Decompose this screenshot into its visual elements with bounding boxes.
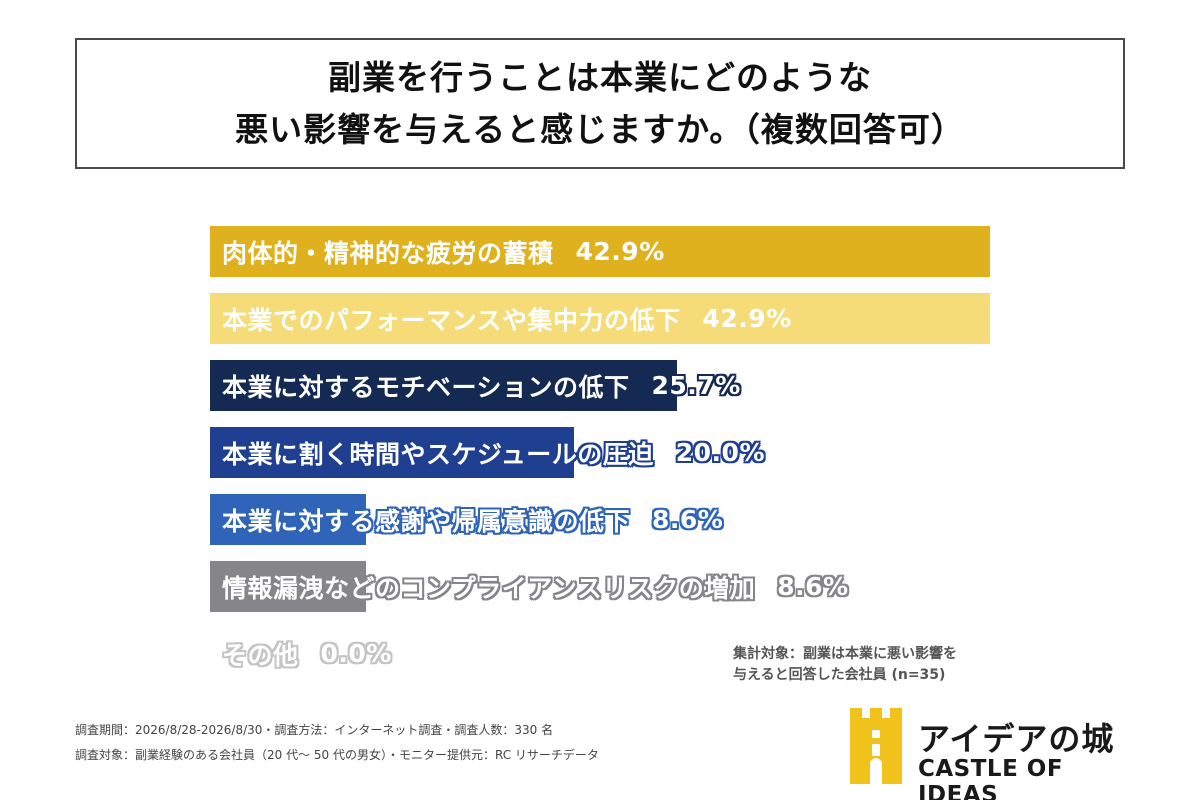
logo-japanese-name: アイデアの城 — [918, 720, 1115, 758]
bar-row: 本業でのパフォーマンスや集中力の低下 42.9% — [210, 293, 990, 344]
bar — [210, 226, 990, 277]
bar — [210, 494, 367, 545]
value-label: 8.6% — [652, 505, 724, 534]
category-label: 本業でのパフォーマンスや集中力の低下 — [222, 305, 681, 335]
survey-footer: 調査期間：2026/8/28-2026/8/30・調査方法：インターネット調査・… — [75, 718, 599, 768]
category-label: 肉体的・精神的な疲労の蓄積 — [222, 238, 554, 268]
chart-title-line-1: 副業を行うことは本業にどのような — [328, 57, 872, 97]
bar-label: 本業でのパフォーマンスや集中力の低下 42.9% — [222, 293, 792, 344]
bar-row: 本業に割く時間やスケジュールの圧迫 20.0% — [210, 427, 990, 478]
bar-row: その他 0.0% — [210, 628, 990, 679]
value-label: 42.9% — [702, 304, 792, 333]
survey-target-line: 調査対象：副業経験のある会社員（20 代〜 50 代の男女）・モニター提供元：R… — [75, 748, 599, 762]
logo-english-name: CASTLE OF IDEAS — [918, 756, 1064, 800]
sample-note-line-1: 集計対象：副業は本業に悪い影響を — [733, 646, 957, 662]
category-label: 本業に割く時間やスケジュールの圧迫 — [222, 439, 654, 469]
castle-icon — [850, 708, 902, 784]
sample-note: 集計対象：副業は本業に悪い影響を 与えると回答した会社員 (n=35) — [733, 644, 957, 686]
sample-note-line-2: 与えると回答した会社員 (n=35) — [733, 667, 946, 683]
bar-label: 本業に対するモチベーションの低下 25.7% — [222, 360, 741, 411]
bar-row: 肉体的・精神的な疲労の蓄積 42.9% — [210, 226, 990, 277]
bar — [210, 293, 990, 344]
brand-logo: アイデアの城 CASTLE OF IDEAS — [850, 708, 1130, 800]
bar-row: 本業に対するモチベーションの低下 25.7% — [210, 360, 990, 411]
category-label: 本業に対する感謝や帰属意識の低下 — [222, 506, 631, 536]
value-label: 20.0% — [675, 438, 765, 467]
value-label: 8.6% — [777, 572, 849, 601]
bar-label: 本業に割く時間やスケジュールの圧迫 20.0% — [222, 427, 765, 478]
category-label: 情報漏洩などのコンプライアンスリスクの増加 — [222, 573, 756, 603]
bar-row: 情報漏洩などのコンプライアンスリスクの増加 8.6% — [210, 561, 990, 612]
bar — [210, 427, 574, 478]
bar-row: 本業に対する感謝や帰属意識の低下 8.6% — [210, 494, 990, 545]
bar — [210, 360, 678, 411]
value-label: 0.0% — [320, 639, 392, 668]
chart-title-line-2: 悪い影響を与えると感じますか。（複数回答可） — [235, 109, 965, 149]
bar-label: 肉体的・精神的な疲労の蓄積 42.9% — [222, 226, 665, 277]
bar-label: その他 0.0% — [222, 628, 392, 679]
category-label: その他 — [222, 640, 299, 670]
value-label: 25.7% — [651, 371, 741, 400]
bar-chart: 肉体的・精神的な疲労の蓄積 42.9% 本業でのパフォーマンスや集中力の低下 42.9… — [210, 226, 990, 695]
bar-label: 本業に対する感謝や帰属意識の低下 8.6% — [222, 494, 723, 545]
bar — [210, 561, 367, 612]
bar-label: 情報漏洩などのコンプライアンスリスクの増加 8.6% — [222, 561, 849, 612]
category-label: 本業に対するモチベーションの低下 — [222, 372, 630, 402]
value-label: 42.9% — [575, 237, 665, 266]
survey-period-line: 調査期間：2026/8/28-2026/8/30・調査方法：インターネット調査・… — [75, 723, 554, 737]
title-box: 副業を行うことは本業にどのような 悪い影響を与えると感じますか。（複数回答可） — [75, 38, 1125, 169]
